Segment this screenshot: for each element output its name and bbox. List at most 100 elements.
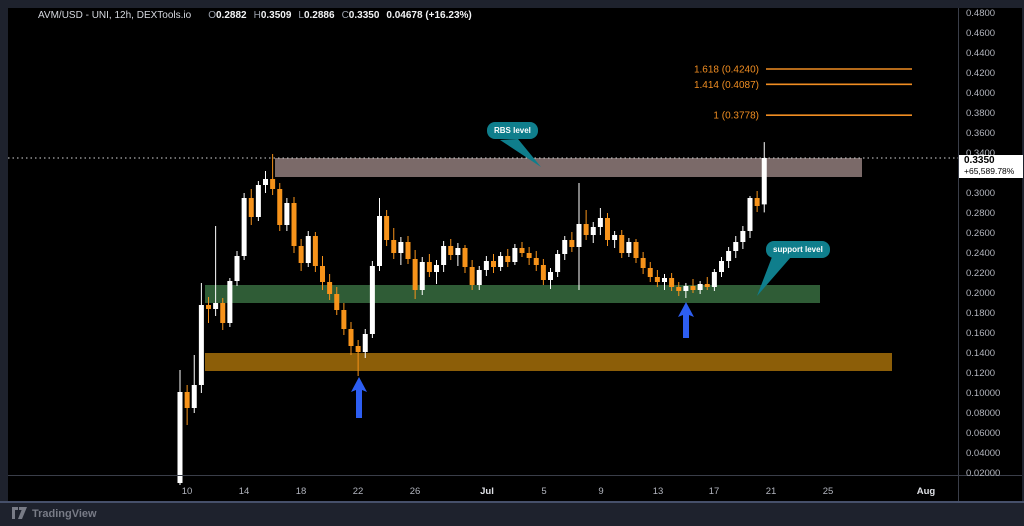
- price-tick: 0.1200: [966, 367, 996, 379]
- low-label: L: [298, 10, 304, 21]
- candle-body: [733, 242, 739, 251]
- close-value: 0.3350: [348, 10, 380, 21]
- candle-body: [662, 278, 667, 282]
- support-level-callout[interactable]: support level: [766, 241, 830, 258]
- time-tick: 5: [541, 486, 547, 497]
- candle-body: [647, 268, 653, 277]
- candle-body: [612, 235, 618, 240]
- time-tick: 9: [598, 486, 604, 497]
- fib-label-1: 1 (0.3778): [713, 111, 759, 122]
- time-tick: 26: [409, 486, 421, 497]
- price-tick: 0.2000: [966, 287, 996, 299]
- fib-label-1.618: 1.618 (0.4240): [694, 65, 759, 76]
- change-value: 0.04678 (+16.23%): [386, 10, 472, 21]
- price-tick: 0.2600: [966, 227, 996, 239]
- candle-body: [255, 185, 261, 217]
- candle-body: [334, 294, 340, 310]
- candle-body: [298, 246, 304, 263]
- candle-body: [270, 179, 276, 189]
- ohlc-legend[interactable]: AVM/USD - UNI, 12h, DEXTools.io O0.2882 H0…: [38, 10, 472, 21]
- bottom-toolbar: TradingView: [0, 503, 1024, 526]
- candle-body: [455, 248, 461, 255]
- price-tick: 0.3800: [966, 107, 996, 119]
- candle-body: [761, 158, 767, 205]
- candle-body: [312, 236, 318, 266]
- candle-body: [740, 231, 746, 242]
- candle-body: [483, 261, 489, 270]
- callout-tail: [500, 139, 541, 167]
- candle-body: [640, 258, 646, 268]
- candle-body: [597, 218, 603, 227]
- candle-body: [234, 256, 240, 281]
- candle-body: [498, 256, 504, 267]
- rbs-level-callout[interactable]: RBS level: [487, 122, 538, 139]
- candle-body: [491, 261, 496, 267]
- price-tick: 0.1600: [966, 327, 996, 339]
- price-tick: 0.1400: [966, 347, 996, 359]
- price-tick: 0.3600: [966, 127, 996, 139]
- symbol-title[interactable]: AVM/USD - UNI, 12h, DEXTools.io: [38, 10, 192, 21]
- time-tick: Jul: [480, 486, 494, 497]
- time-tick: 21: [765, 486, 777, 497]
- candle-body: [419, 262, 425, 290]
- candle-body: [241, 198, 247, 256]
- price-tick: 0.4000: [966, 87, 996, 99]
- candle-body: [626, 242, 632, 253]
- candle-body: [398, 242, 404, 253]
- current-price-label[interactable]: 0.3350 +65,589.78%: [959, 155, 1023, 178]
- time-tick: 18: [295, 486, 307, 497]
- low-value: 0.2886: [303, 10, 335, 21]
- candle-body: [284, 203, 290, 225]
- close-label: C: [341, 10, 349, 21]
- candle-body: [348, 329, 354, 346]
- candle-body: [719, 261, 724, 272]
- price-tick: 0.4400: [966, 47, 996, 59]
- candle-body: [569, 240, 575, 247]
- candle-body: [377, 216, 382, 266]
- candle-body: [305, 236, 311, 263]
- candle-body: [726, 251, 732, 261]
- tradingview-brand-text: TradingView: [32, 507, 97, 520]
- candle-body: [263, 179, 268, 185]
- price-tick: 0.4200: [966, 67, 996, 79]
- zone-lower-support[interactable]: [205, 353, 892, 371]
- candle-body: [711, 272, 717, 287]
- candle-body: [505, 256, 511, 262]
- candle-body: [540, 265, 546, 280]
- tradingview-logo-icon: [12, 507, 27, 519]
- candle-body: [441, 246, 447, 265]
- price-tick: 0.02000: [966, 467, 1001, 479]
- price-axis-separator[interactable]: [958, 8, 959, 502]
- fib-label-1.414: 1.414 (0.4087): [694, 80, 759, 91]
- up-arrow-annotation[interactable]: [351, 377, 367, 418]
- zone-rbs[interactable]: [275, 158, 862, 177]
- candle-body: [562, 240, 568, 254]
- candle-body: [177, 392, 183, 483]
- high-value: 0.3509: [260, 10, 292, 21]
- candle-body: [391, 240, 397, 253]
- candle-body: [583, 224, 589, 235]
- candle-body: [184, 392, 190, 408]
- current-price-change: +65,589.78%: [964, 166, 1015, 176]
- price-tick: 0.4800: [966, 7, 996, 19]
- zone-support[interactable]: [205, 285, 820, 303]
- up-arrow-annotation[interactable]: [678, 302, 694, 338]
- candle-body: [555, 254, 561, 272]
- pane-bottom-border: [0, 501, 1024, 503]
- tradingview-brand-link[interactable]: TradingView: [12, 507, 97, 520]
- price-tick: 0.4600: [966, 27, 996, 39]
- candle-body: [248, 198, 254, 217]
- candle-body: [191, 385, 197, 408]
- candle-body: [512, 248, 518, 262]
- rbs-level-callout-text: RBS level: [494, 126, 531, 135]
- time-axis-separator[interactable]: [8, 475, 1022, 476]
- open-value: 0.2882: [215, 10, 247, 21]
- time-tick: 25: [822, 486, 834, 497]
- candle-body: [605, 218, 610, 240]
- candle-body: [533, 258, 539, 265]
- candle-body: [362, 334, 368, 352]
- candle-body: [384, 216, 390, 240]
- candle-body: [619, 235, 625, 253]
